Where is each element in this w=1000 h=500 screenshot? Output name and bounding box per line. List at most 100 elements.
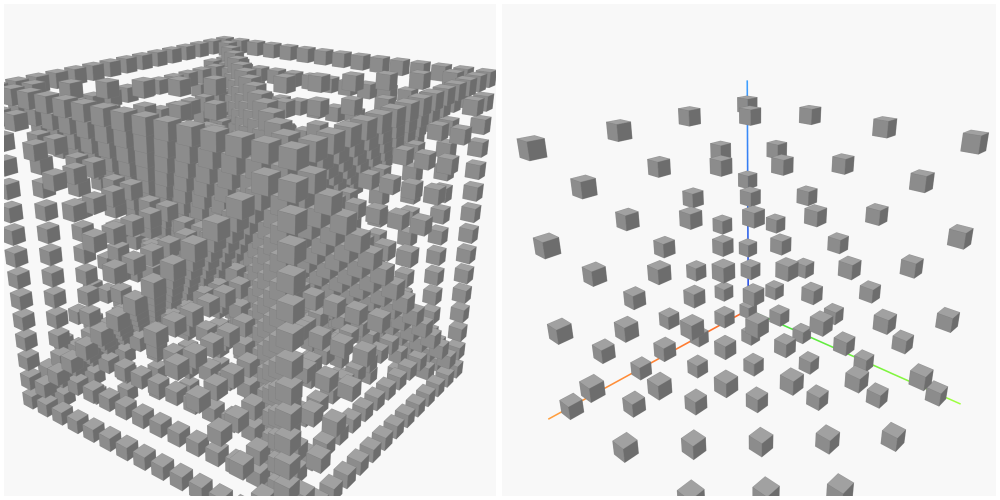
- grid-cube: [831, 153, 855, 175]
- cube-face: [258, 106, 285, 114]
- grid-cube: [738, 238, 758, 258]
- cube-face: [114, 395, 137, 408]
- cube-face: [131, 403, 154, 417]
- cube-face: [370, 54, 391, 59]
- cube-face: [238, 74, 262, 79]
- cube-face: [61, 162, 87, 170]
- cube-face: [250, 135, 283, 144]
- grid-cube: [206, 417, 233, 448]
- cube-face: [186, 44, 196, 61]
- cube-face: [275, 320, 305, 335]
- cube-face: [66, 372, 89, 384]
- grid-cube: [314, 187, 344, 217]
- cube-face: [41, 264, 64, 274]
- cube-face: [379, 332, 400, 343]
- cube-face: [4, 223, 25, 232]
- cube-face: [275, 373, 303, 390]
- grid-cube: [76, 283, 100, 307]
- grid-cube: [276, 234, 308, 267]
- grid-cube: [203, 74, 227, 97]
- cube-face: [172, 47, 182, 64]
- cube-face: [799, 105, 822, 110]
- cube-face: [252, 97, 279, 104]
- grid-cube: [365, 202, 389, 226]
- grid-cube: [237, 493, 245, 496]
- cube-face: [126, 56, 138, 74]
- grid-cube: [430, 62, 453, 82]
- cube-face: [51, 94, 78, 101]
- cube-face: [341, 95, 363, 101]
- cube-face: [81, 228, 107, 238]
- grid-cube: [322, 293, 347, 319]
- cube-face: [101, 258, 128, 270]
- cube-face: [314, 48, 334, 52]
- cube-face: [9, 287, 33, 298]
- cube-face: [366, 227, 388, 236]
- cube-grid-canvas-right[interactable]: [502, 4, 996, 496]
- cube-face: [4, 157, 19, 177]
- cube-face: [12, 308, 35, 319]
- grid-cube: [395, 243, 420, 269]
- cube-face: [236, 351, 261, 364]
- cube-face: [99, 58, 121, 63]
- cube-face: [247, 39, 266, 44]
- cube-face: [147, 372, 170, 385]
- grid-cube: [337, 374, 362, 403]
- cube-face: [465, 159, 487, 166]
- grid-cube: [409, 212, 434, 237]
- cube-face: [220, 362, 245, 375]
- grid-cube: [14, 328, 38, 352]
- cube-face: [423, 182, 447, 191]
- grid-cube: [4, 109, 30, 132]
- cube-face: [739, 105, 762, 111]
- cube-face: [67, 303, 89, 313]
- grid-cube: [684, 388, 708, 416]
- cube-face: [16, 87, 42, 93]
- grid-cube: [331, 50, 352, 69]
- grid-cube: [228, 449, 255, 481]
- cube-face: [115, 434, 139, 449]
- cube-face: [430, 203, 452, 211]
- grid-cube: [408, 69, 432, 91]
- grid-cube: [460, 202, 482, 224]
- cube-face: [374, 94, 397, 100]
- cube-face: [299, 399, 324, 414]
- grid-cube: [713, 334, 737, 361]
- cube-face: [203, 74, 227, 80]
- cube-face: [70, 98, 97, 105]
- grid-cube: [466, 137, 490, 158]
- cube-face: [212, 283, 236, 295]
- cube-face: [394, 403, 416, 416]
- cube-face: [78, 304, 101, 315]
- cube-face: [367, 307, 392, 319]
- grid-cube: [714, 281, 734, 302]
- cube-face: [17, 347, 39, 359]
- cube-face: [201, 213, 231, 224]
- cube-face: [132, 443, 156, 458]
- cube-face: [685, 260, 707, 269]
- cube-face: [362, 54, 371, 71]
- grid-cube: [451, 282, 473, 305]
- viewport-right[interactable]: [502, 4, 996, 496]
- grid-cube: [745, 386, 769, 414]
- grid-cube: [236, 351, 261, 379]
- grid-cube: [858, 280, 882, 304]
- cube-face: [164, 380, 188, 393]
- grid-cube: [164, 352, 190, 382]
- cube-face: [58, 78, 83, 84]
- cube-face: [811, 106, 822, 126]
- grid-cube: [185, 384, 211, 414]
- grid-cube: [678, 106, 701, 127]
- cube-face: [332, 50, 352, 55]
- cube-face: [331, 52, 345, 69]
- cube-face: [444, 79, 468, 85]
- grid-cube: [798, 105, 822, 126]
- cube-face: [448, 320, 468, 331]
- cube-grid-canvas-left[interactable]: [4, 4, 496, 496]
- cube-face: [866, 203, 889, 211]
- grid-cube: [425, 244, 447, 267]
- cube-face: [206, 417, 233, 433]
- cube-face: [369, 56, 384, 74]
- cube-face: [426, 244, 447, 253]
- viewport-left[interactable]: [4, 4, 496, 496]
